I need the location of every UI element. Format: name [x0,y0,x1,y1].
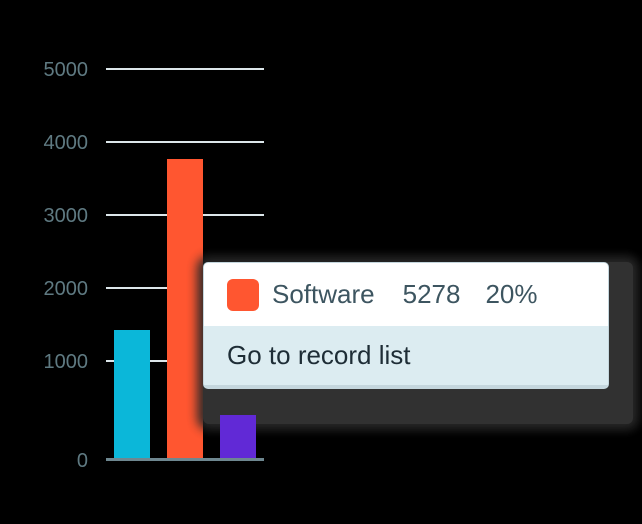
x-axis-baseline [106,458,264,461]
y-tick-3000: 3000 [43,205,89,227]
tooltip-header: Software 5278 20% [204,263,608,326]
tooltip-series-name: Software [272,279,375,309]
bar-2[interactable] [167,159,203,459]
chart-tooltip: Software 5278 20% Go to record list [203,262,609,389]
y-tick-0: 0 [76,450,88,472]
tooltip-percent: 20% [485,279,538,309]
y-tick-1000: 1000 [43,351,89,373]
gridline-4000 [106,141,264,143]
gridline-5000 [106,68,264,70]
bar-3[interactable] [220,415,256,459]
bar-1[interactable] [114,330,150,459]
y-tick-4000: 4000 [43,132,89,154]
go-to-record-list-link[interactable]: Go to record list [204,326,608,388]
series-color-swatch-icon [227,278,259,311]
y-tick-2000: 2000 [43,278,89,300]
y-tick-5000: 5000 [43,59,89,81]
tooltip-value: 5278 [402,279,461,309]
